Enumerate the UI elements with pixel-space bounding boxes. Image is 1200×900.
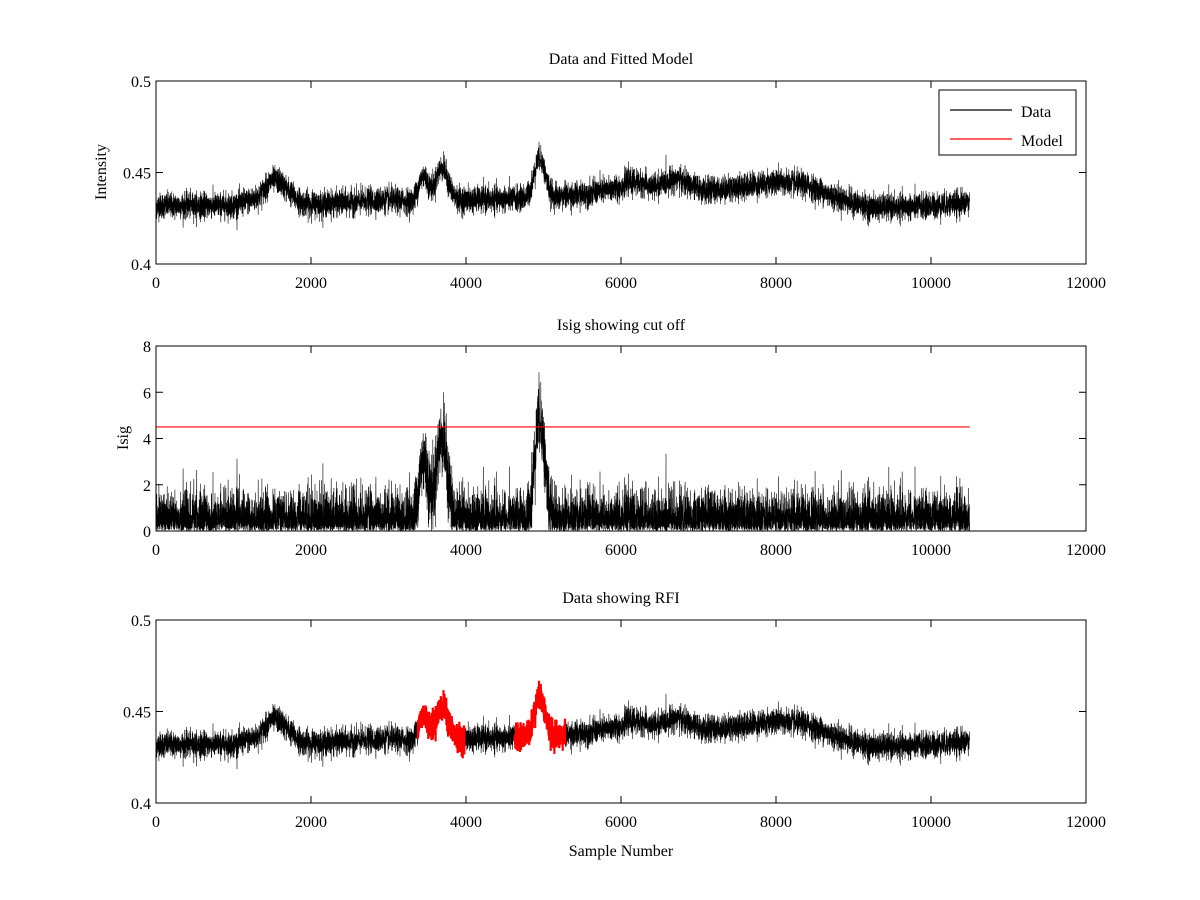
y-tick-label: 0.5 [131, 74, 151, 91]
x-tick-label: 12000 [1066, 814, 1106, 831]
y-tick-label: 0.45 [123, 166, 151, 183]
axes-data-rfi: Data showing RFI Sample Number 0 2000 4000… [123, 590, 1106, 860]
ylabel-plot1: Intensity [93, 144, 110, 200]
x-tick-label: 4000 [450, 814, 482, 831]
x-tick-label: 4000 [450, 542, 482, 559]
x-tick-label: 8000 [760, 814, 792, 831]
x-tick-label: 6000 [605, 275, 637, 292]
y-tick-label: 8 [143, 339, 151, 356]
x-tick-label: 0 [152, 814, 160, 831]
x-tick-label: 2000 [295, 275, 327, 292]
y-tick-label: 0.45 [123, 705, 151, 722]
title-plot2: Isig showing cut off [557, 317, 686, 334]
x-tick-label: 12000 [1066, 275, 1106, 292]
legend-label-model: Model [1021, 133, 1063, 150]
title-plot3: Data showing RFI [562, 590, 679, 607]
x-tick-label: 0 [152, 542, 160, 559]
x-tick-label: 10000 [911, 275, 951, 292]
axes-isig: Isig showing cut off Isig 0 2000 4000 6000 8… [115, 317, 1106, 559]
legend: Data Model [938, 89, 1077, 156]
plot-area [155, 619, 1087, 804]
legend-label-data: Data [1021, 104, 1051, 121]
title-plot1: Data and Fitted Model [549, 51, 694, 68]
rfi-flagged-points [416, 680, 567, 759]
x-tick-label: 6000 [605, 542, 637, 559]
x-tick-label: 2000 [295, 814, 327, 831]
x-tick-label: 8000 [760, 542, 792, 559]
y-tick-label: 0.5 [131, 613, 151, 630]
x-tick-label: 4000 [450, 275, 482, 292]
x-tick-label: 12000 [1066, 542, 1106, 559]
xlabel-plot3: Sample Number [569, 843, 674, 860]
x-tick-label: 10000 [911, 814, 951, 831]
x-tick-label: 10000 [911, 542, 951, 559]
y-tick-label: 0.4 [131, 796, 151, 813]
y-tick-label: 0 [143, 524, 151, 541]
data-series-line [155, 141, 970, 231]
y-tick-label: 2 [143, 478, 151, 495]
y-tick-label: 4 [143, 432, 151, 449]
x-tick-label: 2000 [295, 542, 327, 559]
x-tick-label: 0 [152, 275, 160, 292]
plot-area [155, 80, 1087, 265]
isig-series-line [155, 372, 970, 532]
axes-data-and-model: Data and Fitted Model Intensity 0 2000 400… [93, 51, 1106, 292]
x-tick-label: 8000 [760, 275, 792, 292]
plot-area [155, 345, 1087, 532]
x-tick-label: 6000 [605, 814, 637, 831]
y-tick-label: 0.4 [131, 257, 151, 274]
y-tick-label: 6 [143, 385, 151, 402]
legend-box [938, 89, 1077, 156]
ylabel-plot2: Isig [115, 426, 132, 450]
